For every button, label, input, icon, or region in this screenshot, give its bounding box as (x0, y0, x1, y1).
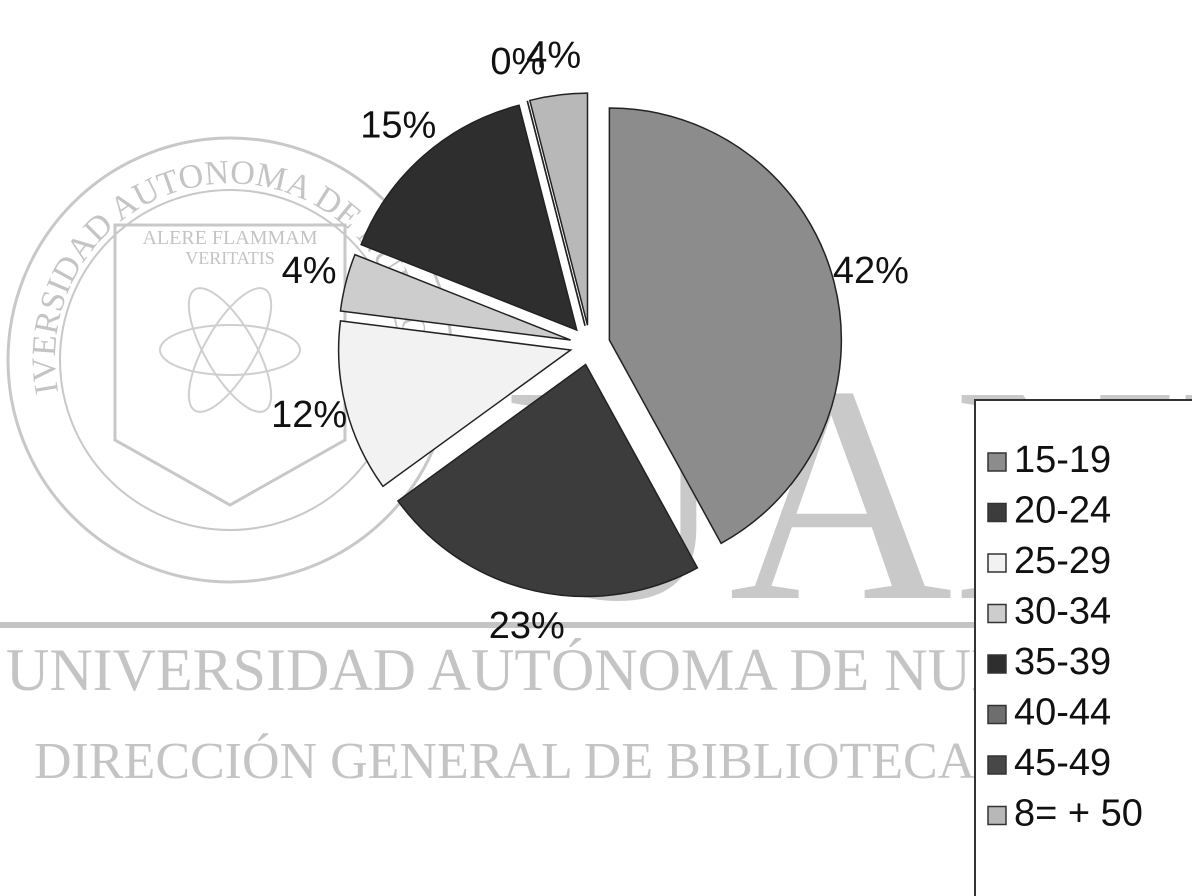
legend-swatch (987, 502, 1007, 523)
seal-motto: VERITATIS (185, 248, 275, 268)
legend-swatch (987, 603, 1007, 624)
legend-label: 40-44 (1014, 692, 1111, 734)
watermark-rule (0, 622, 1192, 628)
data-label: 4% (282, 250, 337, 292)
legend-label: 8= + 50 (1014, 793, 1143, 835)
pie-slice (337, 320, 573, 488)
pie-slice (528, 92, 589, 326)
data-label: 0% (490, 41, 545, 83)
pie-slice (608, 107, 843, 545)
seal-orbit (187, 287, 273, 413)
watermark-line: DIRECCIÓN GENERAL DE BIBLIOTECAS (34, 732, 1004, 790)
data-label: 15% (360, 104, 436, 146)
legend-label: 30-34 (1014, 591, 1111, 633)
data-label: 12% (271, 394, 347, 436)
legend-box (974, 399, 1192, 896)
legend-label: 25-29 (1014, 540, 1111, 582)
pie-slice (339, 253, 571, 341)
seal-shield (113, 223, 347, 507)
legend-label: 20-24 (1014, 490, 1111, 532)
data-label: 4% (526, 34, 581, 76)
legend-swatch (987, 553, 1007, 573)
legend-label: 15-19 (1014, 439, 1111, 481)
seal-orbit (159, 324, 301, 376)
legend-swatch (987, 805, 1007, 826)
legend-swatch (987, 452, 1007, 472)
legend-swatch (987, 654, 1007, 674)
seal-orbit (187, 287, 273, 413)
legend-label: 45-49 (1014, 742, 1111, 784)
pie-slice (396, 363, 699, 598)
pie-slice (360, 104, 578, 332)
legend-label: 35-39 (1014, 641, 1111, 683)
seal-motto: ALERE FLAMMAM (142, 227, 317, 249)
legend-swatch (987, 755, 1007, 775)
data-label: 23% (489, 605, 565, 647)
data-label: 42% (833, 250, 909, 292)
legend-swatch (987, 704, 1007, 725)
